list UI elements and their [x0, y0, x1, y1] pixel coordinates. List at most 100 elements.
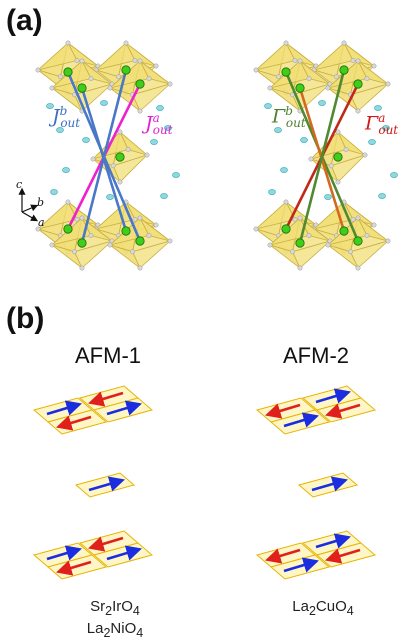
oxygen-atom	[371, 222, 377, 228]
octahedron-face	[131, 83, 171, 112]
coupling-sub: out	[378, 123, 399, 138]
cation-atom	[150, 139, 158, 145]
oxygen-atom	[65, 40, 71, 46]
oxygen-atom	[355, 215, 361, 221]
oxygen-atom	[297, 58, 303, 64]
metal-atom	[121, 65, 131, 75]
oxygen-atom	[35, 226, 41, 232]
oxygen-atom	[335, 129, 341, 135]
spin-arrow-red	[56, 415, 92, 431]
compound-label-afm1: Sr2IrO4 La2NiO4	[70, 598, 160, 642]
oxygen-atom	[35, 67, 41, 73]
oxygen-atom	[137, 215, 143, 221]
oxygen-atom	[49, 242, 55, 248]
cation-atom	[280, 167, 288, 173]
cation-atom	[160, 193, 168, 199]
oxygen-atom	[325, 85, 331, 91]
oxygen-atom	[137, 265, 143, 271]
cation-atom	[300, 137, 308, 143]
oxygen-atom	[117, 129, 123, 135]
metal-atom	[77, 83, 87, 93]
metal-atom	[295, 238, 305, 248]
compound-la2cuo4: La2CuO4	[292, 598, 354, 618]
column-title-afm2: AFM-2	[283, 343, 349, 368]
compound-label-afm2: La2CuO4	[278, 598, 368, 620]
oxygen-atom	[137, 108, 143, 114]
oxygen-atom	[144, 152, 150, 158]
spin-arrow-blue	[283, 412, 319, 428]
coupling-sup: a	[378, 111, 386, 125]
axis-label-a: a	[38, 216, 45, 229]
octahedron-face	[112, 154, 148, 183]
coupling-label-j-out-a: Jaout	[145, 111, 173, 137]
oxygen-atom	[306, 76, 312, 81]
oxygen-atom	[306, 233, 312, 238]
oxygen-atom	[167, 81, 173, 87]
spin-arrow-blue	[315, 388, 351, 404]
cation-atom	[318, 100, 326, 106]
coupling-sup: a	[152, 111, 160, 125]
oxygen-atom	[110, 163, 116, 169]
metal-atom	[333, 152, 343, 162]
exchange-bond	[298, 68, 346, 245]
cation-atom	[46, 103, 54, 109]
cation-atom	[264, 103, 272, 109]
cation-atom	[274, 127, 282, 133]
oxygen-atom	[253, 67, 259, 73]
panel-label-a: (a)	[6, 4, 43, 37]
cation-atom	[378, 193, 386, 199]
octahedron-face	[73, 83, 113, 112]
cation-atom	[82, 137, 90, 143]
metal-atom	[295, 83, 305, 93]
oxygen-atom	[267, 242, 273, 248]
spin-arrow-blue	[46, 545, 82, 561]
octahedron-face	[73, 240, 113, 269]
spin-arrow-blue	[106, 400, 142, 416]
oxygen-atom	[364, 76, 370, 81]
spin-column	[32, 385, 154, 580]
oxygen-atom	[130, 249, 135, 255]
cation-atom	[156, 105, 164, 111]
octahedron-face	[255, 201, 296, 230]
cation-atom	[268, 189, 276, 195]
oxygen-atom	[146, 76, 152, 81]
metal-atom	[77, 238, 87, 248]
coupling-symbol: J	[145, 112, 153, 135]
oxygen-atom	[88, 76, 94, 81]
oxygen-atom	[355, 58, 361, 64]
oxygen-atom	[58, 74, 63, 80]
octahedron-face	[291, 240, 331, 269]
oxygen-atom	[341, 40, 347, 46]
panel-a-structures	[35, 40, 398, 271]
octahedron-face	[255, 42, 296, 71]
spin-arrow-blue	[88, 476, 125, 492]
oxygen-atom	[167, 238, 173, 244]
spin-column	[255, 385, 377, 580]
oxygen-atom	[153, 63, 159, 69]
coupling-sub: out	[152, 123, 173, 138]
oxygen-atom	[276, 74, 281, 80]
spin-arrow-red	[325, 403, 361, 419]
spin-arrow-red	[88, 391, 124, 407]
oxygen-atom	[283, 40, 289, 46]
oxygen-atom	[385, 81, 391, 87]
oxygen-atom	[362, 152, 368, 158]
oxygen-atom	[116, 74, 121, 80]
coupling-label-gamma-out-b: Γbout	[272, 104, 306, 130]
coupling-sup: b	[59, 104, 68, 118]
oxygen-atom	[283, 199, 289, 205]
octahedron-face	[95, 42, 136, 71]
octahedron-face	[131, 240, 171, 269]
oxygen-atom	[350, 58, 356, 63]
oxygen-atom	[79, 215, 85, 221]
oxygen-atom	[132, 58, 138, 63]
oxygen-atom	[123, 40, 129, 46]
oxygen-atom	[385, 238, 391, 244]
oxygen-atom	[328, 163, 334, 169]
oxygen-atom	[125, 147, 131, 152]
oxygen-atom	[65, 199, 71, 205]
oxygen-atom	[371, 63, 377, 69]
layered-structure	[35, 40, 180, 271]
spin-arrow-blue	[315, 533, 351, 549]
